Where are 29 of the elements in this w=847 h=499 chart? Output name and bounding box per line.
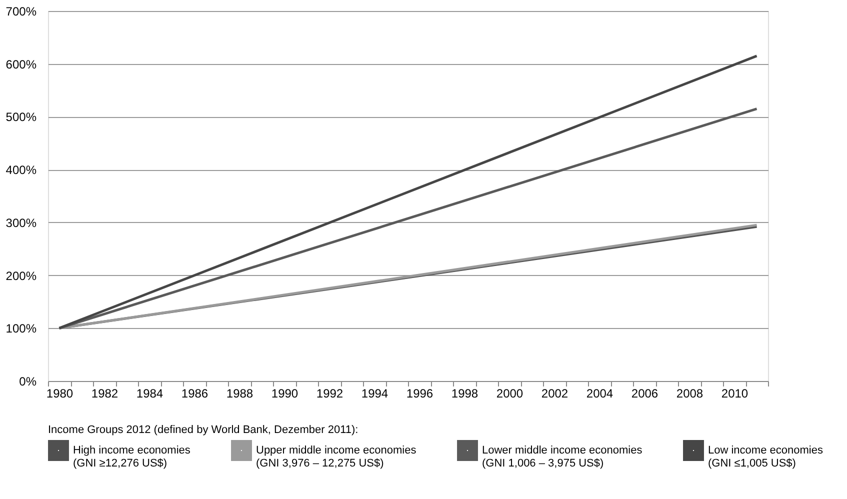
x-tick-label: 1982 xyxy=(91,386,118,400)
x-tick-label: 2000 xyxy=(496,386,524,400)
y-tick-label: 400% xyxy=(6,163,37,178)
x-tick-label: 1994 xyxy=(361,386,388,400)
x-tick-label: 1988 xyxy=(226,386,254,400)
x-tick-label: 2010 xyxy=(721,386,748,400)
legend-label: High income economies (GNI ≥12,276 US$) xyxy=(73,444,191,470)
x-tick-label: 1996 xyxy=(406,386,434,400)
x-tick-label: 2006 xyxy=(631,386,658,400)
legend-label: Low income economies (GNI ≤1,005 US$) xyxy=(708,444,824,470)
x-tick-label: 1998 xyxy=(451,386,478,400)
x-tick-label: 1984 xyxy=(136,386,164,400)
x-tick-label: 2002 xyxy=(541,386,568,400)
y-tick-label: 300% xyxy=(6,216,37,230)
y-tick-label: 0% xyxy=(19,374,37,388)
x-tick-label: 1990 xyxy=(271,386,298,400)
x-tick-label: 2008 xyxy=(676,386,704,400)
x-tick-label: 1992 xyxy=(316,386,344,400)
x-tick-label: 1986 xyxy=(181,386,208,400)
x-tick-label: 2004 xyxy=(586,386,614,400)
legend-title: Income Groups 2012 (defined by World Bank, Dezember 2011): xyxy=(48,424,358,436)
y-tick-label: 700% xyxy=(6,4,37,18)
x-tick-label: 1980 xyxy=(46,386,74,400)
y-tick-label: 100% xyxy=(6,322,37,336)
legend-label: Upper middle income economies (GNI 3,976 – 12,275 US$) xyxy=(256,444,417,470)
legend-label: Lower middle income economies (GNI 1,006 – 3,975 US$) xyxy=(482,444,643,470)
y-tick-label: 600% xyxy=(6,57,37,72)
y-tick-label: 500% xyxy=(6,110,37,124)
y-tick-label: 200% xyxy=(6,268,37,283)
